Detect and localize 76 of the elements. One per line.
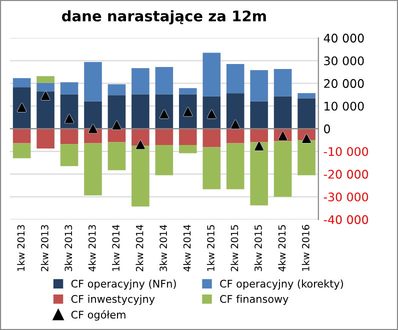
bar bbox=[108, 84, 126, 96]
legend-label: CF operacyjny (NFn) bbox=[71, 280, 176, 290]
y-tick-label: -30 000 bbox=[324, 192, 368, 202]
bar bbox=[274, 96, 292, 129]
bar bbox=[155, 145, 174, 176]
bar bbox=[202, 96, 221, 129]
bar bbox=[36, 76, 54, 83]
bar bbox=[155, 94, 174, 129]
bar bbox=[84, 143, 102, 196]
y-tick-label: -10 000 bbox=[324, 147, 368, 156]
bar bbox=[12, 78, 31, 88]
bar bbox=[226, 64, 244, 94]
bar bbox=[250, 142, 268, 206]
legend-label: CF ogółem bbox=[71, 310, 126, 321]
x-tick-label: 4kw 2013 bbox=[88, 225, 96, 272]
bar bbox=[250, 128, 268, 142]
bar bbox=[202, 128, 221, 148]
y-tick-label: 20 000 bbox=[324, 79, 364, 88]
bar bbox=[298, 93, 316, 98]
bar bbox=[202, 147, 221, 190]
bar bbox=[12, 143, 31, 158]
bar bbox=[155, 128, 174, 146]
bar bbox=[132, 94, 150, 129]
bar bbox=[132, 145, 150, 207]
legend-label: CF inwestycyjny bbox=[71, 294, 155, 305]
bar bbox=[179, 88, 197, 94]
bar bbox=[179, 145, 197, 154]
bar bbox=[12, 87, 31, 129]
legend-label: CF finansowy bbox=[220, 294, 288, 305]
x-tick-label: 2kw 2015 bbox=[230, 225, 238, 272]
bar bbox=[12, 128, 31, 144]
bar bbox=[60, 94, 78, 129]
y-tick-label: -40 000 bbox=[324, 215, 368, 224]
bar bbox=[226, 128, 244, 144]
x-tick-label: 1kw 2014 bbox=[112, 224, 120, 271]
x-tick-label: 2kw 2013 bbox=[40, 225, 48, 272]
bar bbox=[108, 128, 126, 142]
bar bbox=[60, 144, 78, 166]
bar bbox=[250, 70, 268, 102]
y-tick-label: -20 000 bbox=[324, 170, 368, 179]
x-tick-label: 3kw 2013 bbox=[64, 225, 72, 272]
bar bbox=[60, 82, 78, 94]
bar bbox=[298, 98, 316, 129]
x-tick-label: 3kw 2014 bbox=[159, 224, 167, 272]
bar bbox=[274, 69, 292, 96]
bar bbox=[202, 52, 221, 96]
y-tick-label: 40 000 bbox=[324, 34, 364, 43]
bar bbox=[179, 94, 197, 129]
bar bbox=[250, 101, 268, 129]
bar bbox=[36, 82, 54, 92]
bar bbox=[108, 142, 126, 170]
legend-label: CF operacyjny (korekty) bbox=[220, 280, 343, 290]
x-tick-label: 4kw 2014 bbox=[183, 224, 191, 272]
bar bbox=[226, 93, 244, 129]
y-tick-label: 30 000 bbox=[324, 56, 364, 66]
x-tick-label: 4kw 2015 bbox=[278, 225, 286, 272]
bar bbox=[84, 101, 102, 129]
x-tick-label: 1kw 2015 bbox=[206, 225, 214, 271]
chart-title: dane narastające za 12m bbox=[62, 10, 266, 24]
bar bbox=[36, 128, 54, 148]
bar bbox=[60, 128, 78, 144]
y-tick-label: 10 000 bbox=[324, 102, 364, 111]
bar bbox=[155, 66, 174, 94]
bar bbox=[108, 95, 126, 129]
x-tick-label: 3kw 2015 bbox=[254, 225, 262, 272]
x-tick-label: 1kw 2013 bbox=[17, 225, 25, 271]
x-tick-label: 1kw 2016 bbox=[302, 224, 310, 271]
bar bbox=[36, 91, 54, 129]
y-tick-label: 0 bbox=[324, 124, 330, 134]
bar bbox=[132, 68, 150, 94]
bar bbox=[298, 140, 316, 176]
bar bbox=[274, 141, 292, 197]
bar bbox=[179, 128, 197, 146]
x-tick-label: 2kw 2014 bbox=[136, 224, 144, 272]
bar bbox=[226, 143, 244, 190]
bar bbox=[84, 62, 102, 102]
